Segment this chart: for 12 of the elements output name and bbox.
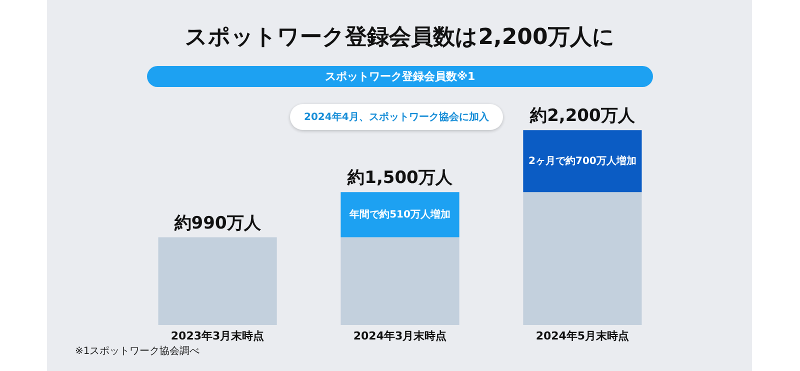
- text: ※1スポットワーク協会調べ: [75, 344, 200, 358]
- total-label: 約990万人: [173, 213, 262, 234]
- data-label: 2ヶ月で約700万人増加: [528, 155, 636, 168]
- total-label: 約1,500万人: [346, 168, 454, 188]
- data-label: 年間で約510万人増加: [348, 208, 450, 221]
- total-label: 約2,200万人: [529, 106, 636, 126]
- chart-title: スポットワーク登録会員数は2,200万人に: [184, 24, 616, 52]
- text: 2024年4月、スポットワーク協会に加入: [290, 104, 503, 130]
- x-tick-label: 2024年5月末時点: [536, 330, 630, 342]
- x-tick-label: 2023年3月末時点: [170, 330, 264, 342]
- x-tick-label: 2024年3月末時点: [353, 330, 447, 342]
- chart-subtitle: スポットワーク登録会員数※1: [147, 66, 653, 87]
